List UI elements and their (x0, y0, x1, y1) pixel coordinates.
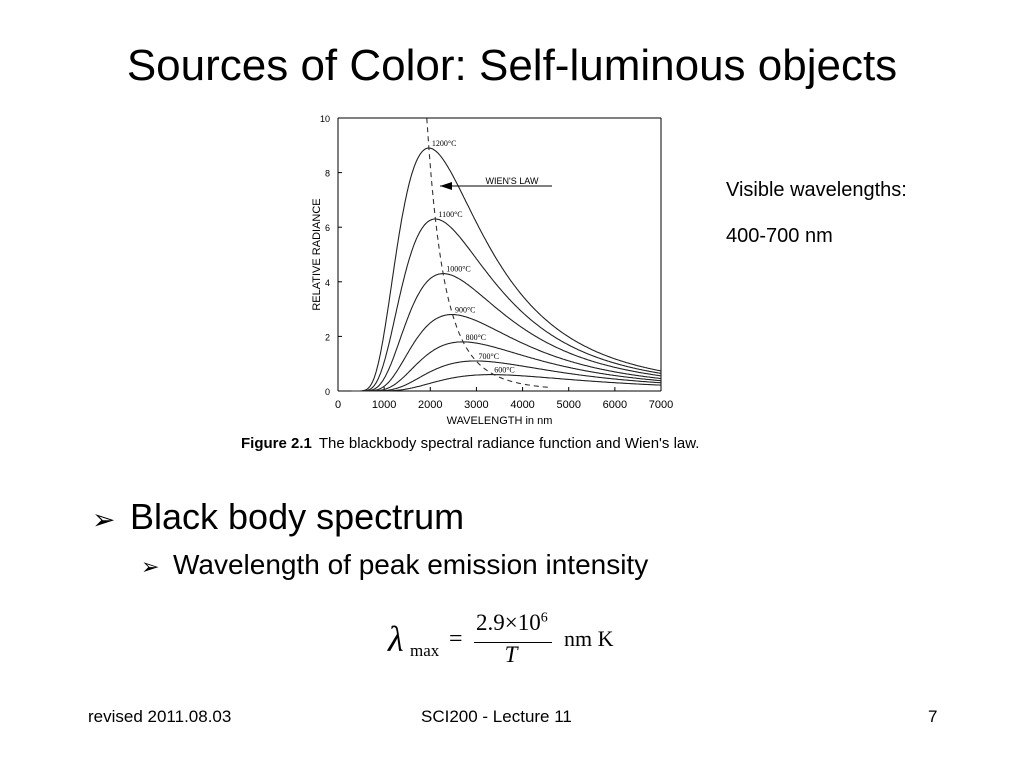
y-tick-label: 0 (325, 387, 330, 397)
curve-temperature-label: 800°C (466, 333, 487, 342)
visible-wavelengths-range: 400-700 nm (726, 225, 833, 247)
figure-caption-label: Figure 2.1 (241, 435, 312, 452)
bullet-black-body-text: Black body spectrum (130, 496, 465, 537)
sub-bullet-arrow-icon: ➢ (141, 554, 160, 579)
y-axis-title: RELATIVE RADIANCE (311, 198, 323, 310)
formula-fraction-bar (474, 642, 552, 643)
radiance-curve-3 (351, 314, 662, 392)
y-tick-label: 2 (325, 332, 330, 342)
formula-lambda: λ (388, 619, 404, 659)
radiance-curve-2 (351, 273, 662, 392)
y-tick-label: 6 (325, 223, 330, 233)
x-tick-label: 6000 (603, 399, 627, 411)
formula-subscript: max (410, 641, 440, 660)
wien-formula: λ max = 2.9×106 T nm K (388, 610, 638, 667)
x-axis-title: WAVELENGTH in nm (447, 415, 553, 427)
x-tick-label: 2000 (418, 399, 442, 411)
x-tick-label: 3000 (464, 399, 488, 411)
x-tick-label: 7000 (649, 399, 673, 411)
visible-wavelengths-label: Visible wavelengths: (726, 179, 907, 201)
wien-law-arrowhead (440, 182, 452, 190)
y-tick-label: 4 (325, 278, 330, 288)
x-tick-label: 0 (335, 399, 341, 411)
sub-bullet-peak-wavelength: ➢ Wavelength of peak emission intensity (141, 549, 648, 583)
x-tick-label: 5000 (556, 399, 580, 411)
radiance-curve-5 (351, 360, 662, 392)
curve-temperature-label: 700°C (479, 352, 500, 361)
curve-temperature-label: 1200°C (432, 139, 457, 148)
blackbody-chart: 0 1000 2000 3000 4000 5000 6000 7000 0 2 4 6 8 10 WAVE… (300, 108, 770, 458)
curve-temperature-label: 1000°C (446, 265, 471, 274)
x-tick-label: 4000 (510, 399, 534, 411)
sub-bullet-peak-wavelength-text: Wavelength of peak emission intensity (173, 549, 649, 580)
radiance-curve-6 (351, 374, 661, 392)
curve-temperature-label: 600°C (494, 366, 515, 375)
slide-title: Sources of Color: Self-luminous objects (126, 41, 898, 90)
y-tick-label: 10 (320, 114, 330, 124)
radiance-curve-1 (351, 218, 662, 392)
bullet-arrow-icon: ➢ (92, 504, 116, 535)
blackbody-chart-svg: 0 1000 2000 3000 4000 5000 6000 7000 0 2 4 6 8 10 WAVE… (311, 114, 673, 427)
formula-numerator-base: 2.9×10 (476, 610, 541, 635)
formula-denominator: T (504, 642, 518, 667)
footer-lecture: SCI200 - Lecture 11 (421, 707, 572, 726)
curve-temperature-label: 1100°C (438, 210, 462, 219)
bullet-black-body: ➢ Black body spectrum (92, 497, 464, 540)
radiance-curve-0 (351, 147, 662, 392)
y-tick-label: 8 (325, 169, 330, 179)
formula-numerator: 2.9×106 (476, 610, 548, 636)
x-tick-label: 1000 (372, 399, 396, 411)
wien-law-curve (426, 118, 551, 389)
footer-page-number: 7 (928, 707, 938, 726)
figure-caption-text: The blackbody spectral radiance function… (318, 435, 700, 452)
formula-exponent: 6 (540, 610, 548, 626)
formula-equals: = (449, 626, 463, 652)
formula-unit: nm K (564, 626, 614, 651)
wien-law-label: WIEN'S LAW (486, 176, 539, 186)
curve-temperature-label: 900°C (455, 306, 476, 315)
figure-caption: Figure 2.1 The blackbody spectral radianc… (241, 435, 699, 452)
radiance-curve-4 (351, 341, 662, 392)
footer-revised-date: revised 2011.08.03 (88, 707, 232, 726)
